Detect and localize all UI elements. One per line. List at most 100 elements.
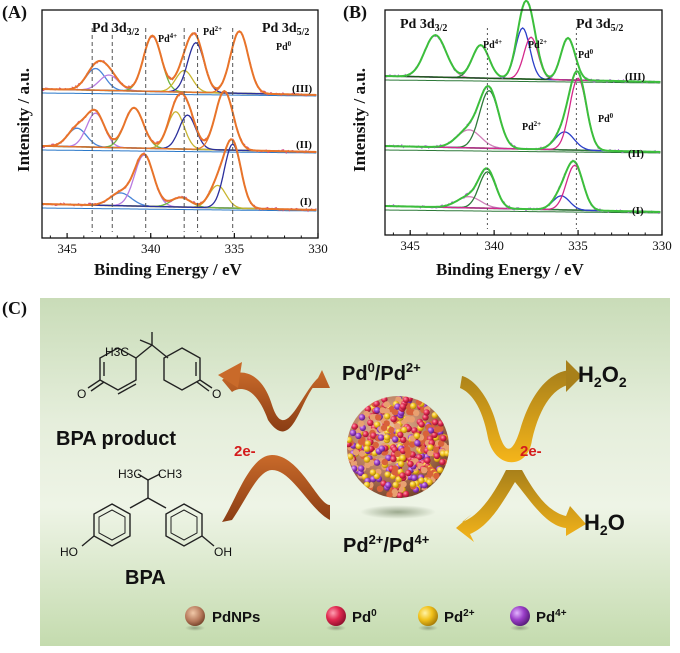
- nanoparticle-speck: [381, 458, 388, 466]
- nanoparticle-speck: [363, 481, 371, 488]
- baseline-line-B-III: [385, 79, 661, 84]
- nanoparticle-speck: [358, 465, 365, 472]
- legend-label-pd0: Pd0: [352, 608, 377, 626]
- nanoparticle-speck: [390, 415, 397, 423]
- fit-envelope-B-III: [385, 0, 661, 83]
- right-arrow-bottom: [456, 470, 586, 542]
- nanoparticle-speck: [405, 449, 412, 457]
- nanoparticle-speck: [378, 445, 386, 452]
- nanoparticle-speck: [410, 402, 417, 410]
- nanoparticle-speck: [444, 450, 449, 457]
- nanoparticle-speck: [418, 421, 425, 428]
- h3c-label-top: H3C: [105, 345, 129, 359]
- nanoparticle-speck: [401, 426, 408, 434]
- bpa-structure: [81, 473, 215, 547]
- nanoparticle-speck: [411, 474, 418, 482]
- nanoparticle-speck: [351, 423, 358, 430]
- nanoparticle-speck: [362, 430, 369, 438]
- nanoparticle-speck: [392, 481, 399, 489]
- nanoparticle-speck: [421, 482, 428, 489]
- nanoparticle-speck: [391, 408, 399, 416]
- ch3-label: CH3: [158, 467, 182, 481]
- nanoparticle-speck: [399, 454, 406, 462]
- nanoparticle-speck: [394, 423, 401, 430]
- o-right-label: O: [212, 387, 221, 401]
- nanoparticle-speck: [433, 472, 440, 479]
- nanoparticle-speck: [376, 485, 384, 492]
- nanoparticle-speck: [399, 403, 407, 410]
- chart-a: 345 340 335 330 Pd 3d3/2 Pd 3d5/2 Pd4+ Pd2+…: [41, 9, 328, 256]
- trace-label-a-iii: (III): [292, 83, 313, 95]
- nanoparticle-speck: [352, 449, 360, 456]
- chart-b: 345 340 335 330 Pd 3d3/2 Pd 3d5/2 Pd4+ Pd2+…: [384, 0, 672, 253]
- trace-label-a-i: (I): [300, 196, 312, 208]
- nanoparticle-speck: [439, 458, 446, 466]
- plot-frame-A: [41, 9, 319, 239]
- nanoparticle-speck: [422, 414, 429, 421]
- nanoparticle-speck: [390, 455, 397, 463]
- nanoparticle-speck: [421, 467, 428, 474]
- baseline-line-A-I: [42, 207, 317, 212]
- nanoparticle-speck: [388, 426, 395, 434]
- bpa-product-label: BPA product: [56, 428, 176, 450]
- legend-label-pdnps: PdNPs: [212, 609, 260, 626]
- nanoparticle-speck: [391, 490, 398, 497]
- nanoparticle-speck: [383, 434, 391, 441]
- nanoparticle-speck: [375, 414, 382, 421]
- ho-label: HO: [60, 545, 78, 559]
- nanoparticle-speck: [416, 454, 423, 461]
- nanoparticle-speck: [386, 491, 393, 498]
- nanoparticle-speck: [409, 481, 417, 488]
- h2o-label: H2O: [584, 510, 625, 538]
- nanoparticle-speck: [427, 427, 435, 434]
- nanoparticle-speck: [437, 466, 444, 474]
- nanoparticle-speck: [431, 431, 438, 438]
- pd2-pd4-label: Pd2+/Pd4+: [343, 532, 430, 557]
- nanoparticle-speck: [413, 432, 421, 440]
- nanoparticle-speck: [437, 440, 445, 447]
- nanoparticle-speck: [424, 457, 431, 464]
- fit-envelope-B-II: [385, 70, 661, 153]
- nanoparticle-speck: [392, 436, 399, 443]
- legend-marker-pd0: [326, 606, 346, 626]
- trace-label-a-ii: (II): [296, 139, 312, 151]
- nanoparticle-speck: [363, 456, 371, 463]
- nanoparticle-speck: [373, 459, 381, 466]
- nanoparticle-speck: [405, 469, 412, 477]
- nanoparticle-speck: [368, 459, 375, 467]
- nanoparticle-speck: [379, 407, 386, 414]
- nanoparticle-speck: [349, 429, 357, 437]
- nanoparticle-speck: [427, 470, 434, 477]
- nanoparticle-speck: [398, 460, 405, 468]
- x-tick-label-B-345: 345: [400, 238, 420, 253]
- pd0-pd2-label: Pd0/Pd2+: [342, 360, 421, 385]
- nanoparticle-speck: [413, 409, 420, 417]
- nanoparticle-speck: [374, 407, 381, 414]
- fit-envelope-A-I: [42, 138, 317, 211]
- nanoparticle-speck: [432, 419, 439, 426]
- nanoparticle-speck: [383, 401, 390, 408]
- trace-label-b-i: (I): [632, 205, 644, 217]
- nanoparticle-speck: [427, 444, 434, 451]
- nanoparticle-shadow: [360, 505, 436, 519]
- nanoparticle-speck: [415, 398, 423, 406]
- nanoparticle-speck: [357, 438, 365, 445]
- nanoparticle-speck: [380, 424, 388, 432]
- legend-marker-pdnps: [185, 606, 205, 626]
- nanoparticle-speck: [400, 481, 407, 488]
- panel-label-c: (C): [2, 298, 27, 318]
- electrons-label-left: 2e-: [234, 443, 256, 460]
- nanoparticle-speck: [399, 472, 406, 479]
- nanoparticle-speck: [423, 409, 430, 416]
- nanoparticle-speck: [363, 410, 370, 418]
- nanoparticle-speck: [400, 436, 407, 443]
- x-tick-label-A-330: 330: [308, 241, 328, 256]
- nanoparticle-speck: [364, 405, 372, 413]
- baseline-line-B-I: [385, 209, 661, 214]
- x-tick-label-B-335: 335: [568, 238, 588, 253]
- nanoparticle-speck: [358, 450, 366, 457]
- left-arrow-top: [222, 370, 330, 432]
- h3c-label-bottom: H3C: [118, 467, 142, 481]
- right-arrow-top-tail: [566, 360, 582, 392]
- nanoparticle-speck: [433, 452, 441, 460]
